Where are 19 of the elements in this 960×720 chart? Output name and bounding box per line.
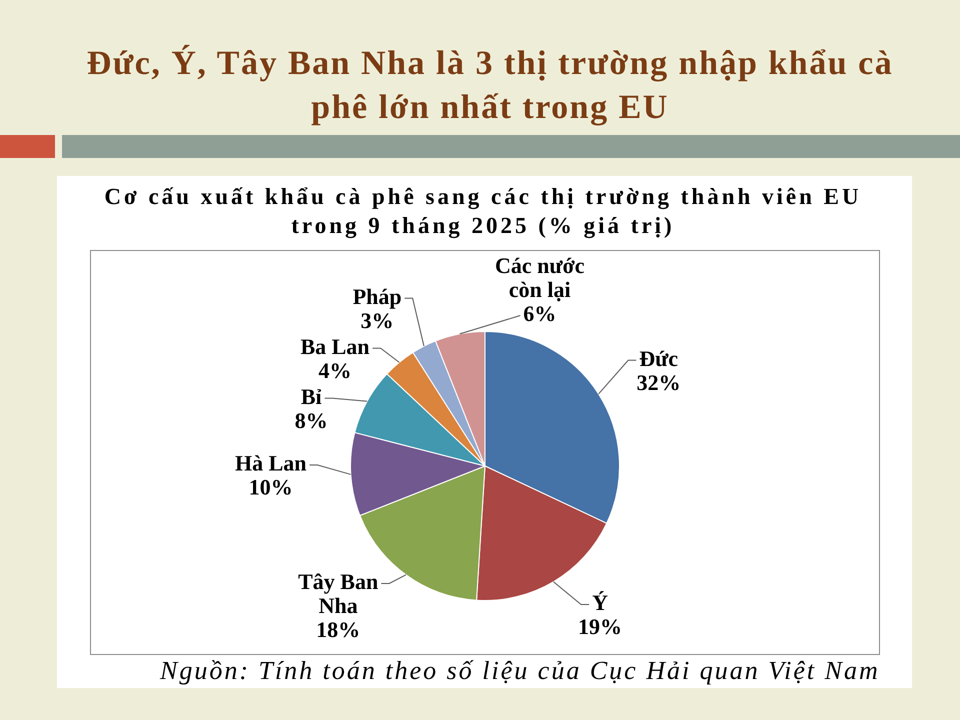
chart-subtitle: Cơ cấu xuất khẩu cà phê sang các thị trường thành viên EU trong 9 tháng 2025 (% giá trị) bbox=[103, 183, 863, 240]
text: Nguồn: Tính toán theo số liệu của Cục Hải quan Việt Nam bbox=[160, 656, 880, 686]
slice-label: Ý bbox=[592, 590, 608, 616]
data-label: 3% bbox=[360, 308, 394, 333]
slice-label: Đức bbox=[639, 346, 678, 371]
chart-title: Đức, Ý, Tây Ban Nha là 3 thị trường nhập khẩu cà phê lớn nhất trong EU bbox=[86, 44, 894, 128]
data-label: 32% bbox=[636, 370, 681, 395]
data-label: 10% bbox=[248, 474, 293, 500]
data-label: 8% bbox=[294, 408, 328, 433]
data-label: 18% bbox=[316, 617, 360, 642]
slice-label: Hà Lan bbox=[234, 450, 306, 476]
data-label: 19% bbox=[578, 614, 622, 640]
slice-label: Ba Lan bbox=[300, 334, 370, 359]
data-label: 4% bbox=[318, 358, 352, 383]
slice-label: Bỉ bbox=[300, 384, 322, 409]
data-label: 6% bbox=[523, 301, 556, 326]
slice-label: Tây Ban Nha bbox=[298, 569, 378, 618]
slice-label: Pháp bbox=[352, 284, 402, 309]
slice-label: Các nước còn lại bbox=[494, 253, 585, 302]
